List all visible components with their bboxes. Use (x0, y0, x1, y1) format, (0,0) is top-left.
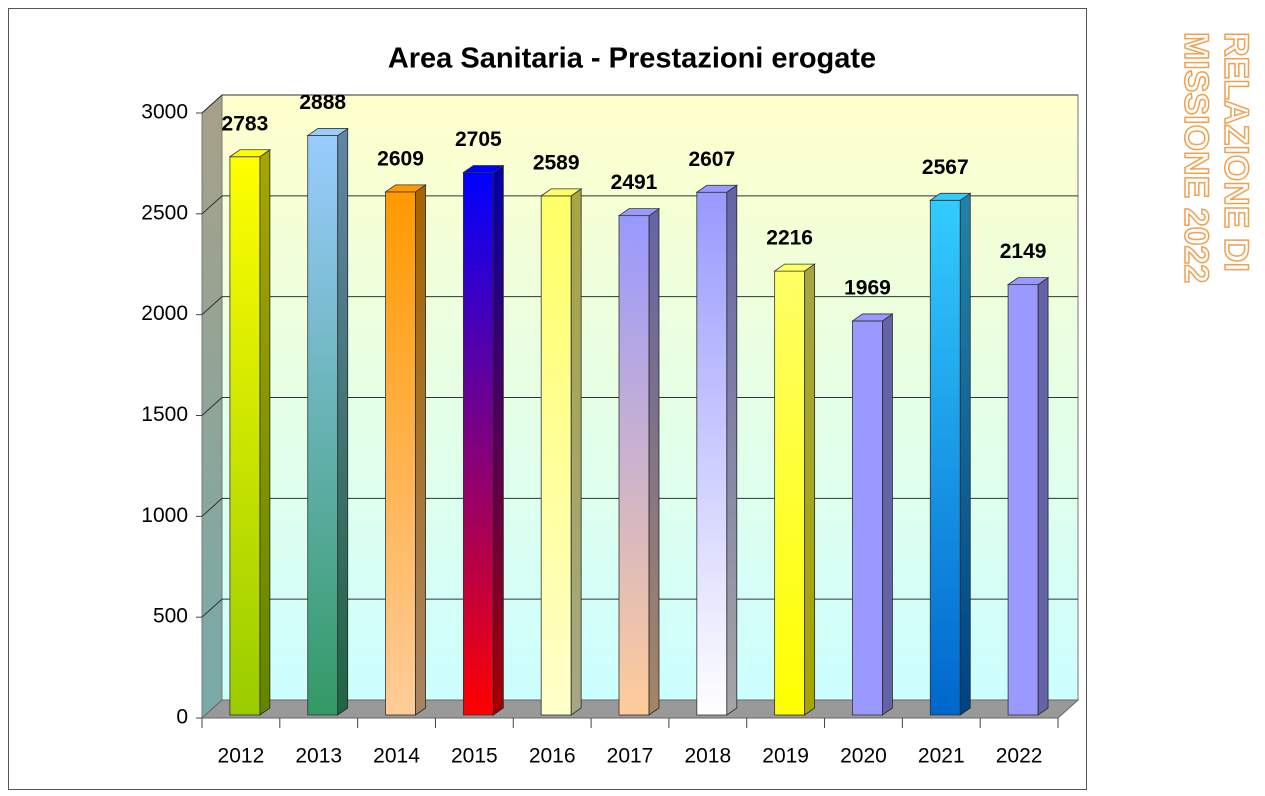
bar-side-shade (259, 149, 270, 716)
bar-top (228, 149, 272, 158)
bar-side-shade (960, 193, 971, 716)
bar-front (1007, 284, 1039, 716)
x-tick-label: 2022 (996, 745, 1043, 768)
bar-top (462, 165, 505, 173)
x-tick-label: 2020 (840, 745, 887, 768)
value-label: 2216 (766, 227, 813, 250)
x-tick-label: 2015 (451, 745, 498, 768)
x-tick-label: 2014 (373, 745, 420, 768)
bar-front (540, 195, 572, 716)
bar-top (1006, 277, 1050, 286)
x-tick-label: 2018 (684, 745, 731, 768)
value-label: 2705 (455, 128, 502, 151)
side-text: RELAZIONE DI (1217, 32, 1255, 272)
y-tick-label: 1000 (141, 504, 188, 527)
x-tick-label: 2017 (607, 745, 654, 768)
value-label: 2149 (1000, 240, 1047, 263)
bar-top (384, 184, 427, 193)
y-tick-label: 2000 (141, 302, 188, 325)
bar (1006, 276, 1050, 716)
x-tick-label: 2013 (295, 745, 342, 768)
x-tick-label: 2021 (918, 745, 965, 768)
bar (306, 127, 349, 716)
x-tick-label: 2012 (218, 745, 265, 768)
bar-side-shade (415, 184, 426, 715)
y-tick-label: 2500 (141, 201, 188, 224)
bar (617, 207, 661, 716)
bar-front (462, 172, 494, 716)
y-tick-label: 500 (153, 605, 188, 628)
value-label: 2567 (922, 156, 969, 179)
bar-front (696, 191, 728, 716)
bar-side-shade (726, 185, 737, 715)
bar-side-shade (1038, 277, 1049, 715)
bar-front (929, 199, 961, 716)
bar-top (306, 128, 349, 136)
value-label: 2589 (533, 151, 580, 174)
bar-side-shade (337, 128, 348, 715)
value-label: 2607 (688, 148, 735, 171)
value-label: 2783 (222, 112, 269, 135)
bar-side-shade (882, 313, 893, 715)
bar (773, 263, 816, 716)
value-label: 1969 (844, 276, 891, 299)
bar-side-shade (649, 208, 659, 716)
bar-front (229, 156, 261, 716)
bar-side-shade (493, 165, 504, 715)
y-tick-label: 3000 (141, 101, 188, 124)
value-label: 2609 (377, 147, 424, 170)
bar (384, 184, 427, 716)
bar-top (929, 192, 972, 201)
bar-front (852, 320, 883, 716)
bar-top (617, 208, 661, 217)
bar (462, 164, 505, 716)
bar-front (385, 191, 416, 716)
grid-line (201, 94, 1078, 114)
bar (695, 184, 739, 716)
value-label: 2888 (299, 91, 346, 114)
grid-line (201, 195, 1078, 215)
bar-front (774, 270, 806, 716)
y-tick-label: 1500 (141, 403, 188, 426)
chart-title: Area Sanitaria - Prestazioni erogate (388, 43, 876, 75)
x-tick-label: 2019 (762, 745, 809, 768)
bar (929, 192, 972, 716)
bar-top (695, 184, 739, 193)
bar (539, 188, 583, 716)
x-tick-label: 2016 (529, 745, 576, 768)
bar-top (539, 188, 583, 197)
bar-side-shade (571, 188, 582, 715)
bar (851, 313, 894, 716)
y-tick-label: 0 (176, 706, 188, 729)
bar-top (851, 313, 894, 322)
bar-side-shade (804, 264, 815, 715)
bar (228, 148, 272, 716)
bar-top (773, 263, 816, 272)
bar-front (618, 215, 650, 716)
side-text: MISSIONE 2022 (1177, 32, 1215, 283)
bar-front (307, 135, 339, 716)
value-label: 2491 (611, 171, 658, 194)
